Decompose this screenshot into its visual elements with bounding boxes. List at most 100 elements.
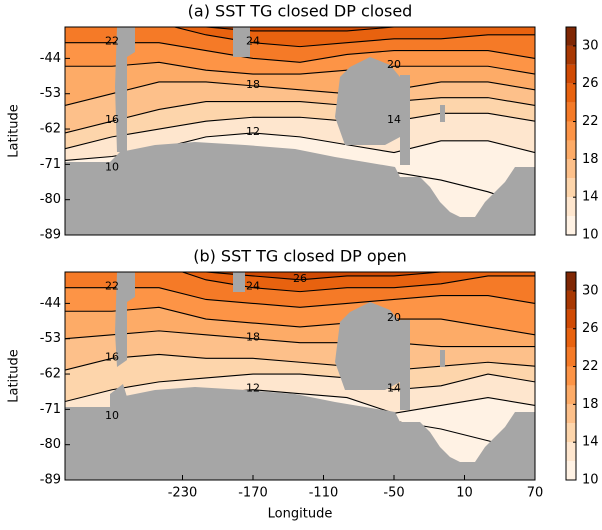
colorbar-frame <box>565 271 577 481</box>
contour-line <box>65 287 535 308</box>
colorbar-tick-label: 14 <box>582 435 599 450</box>
colorbar-band <box>566 272 576 291</box>
x-tick-label: -230 <box>168 486 198 501</box>
land-mask <box>440 350 445 367</box>
contour-label: 18 <box>246 331 260 344</box>
colorbar-band <box>566 121 576 141</box>
colorbar-band <box>566 83 576 103</box>
colorbar-tick-label: 22 <box>582 359 599 374</box>
y-tick-label: -89 <box>40 228 61 243</box>
contour-line <box>65 306 535 336</box>
colorbar-tick-label: 30 <box>582 38 599 53</box>
contour-label: 22 <box>105 280 119 293</box>
land-mask <box>115 27 135 152</box>
colorbar-band <box>566 385 576 405</box>
plot-frame <box>64 271 536 481</box>
x-tick-label: -170 <box>238 486 268 501</box>
land-mask <box>115 272 135 367</box>
colorbar-band <box>566 309 576 329</box>
y-tick-label: -53 <box>40 331 61 346</box>
y-tick-label: -62 <box>40 122 61 137</box>
contour-line <box>180 272 535 293</box>
land-mask <box>65 142 535 235</box>
contour-line <box>204 27 443 32</box>
colorbar-band <box>566 102 576 122</box>
contour-label: 16 <box>105 350 119 363</box>
colorbar-band <box>566 216 576 235</box>
colorbar-band <box>566 27 576 46</box>
y-tick-label: -89 <box>40 473 61 488</box>
contour-line <box>65 81 535 107</box>
colorbar-band <box>566 159 576 179</box>
colorbar-tick-label: 14 <box>582 190 599 205</box>
contour-label: 10 <box>105 160 119 173</box>
band-fill <box>206 272 441 280</box>
land-mask <box>400 75 410 165</box>
colorbar-tick-label: 26 <box>582 76 599 91</box>
colorbar-tick-label: 10 <box>582 228 599 243</box>
colorbar-tick-label: 22 <box>582 114 599 129</box>
y-tick-label: -44 <box>40 296 61 311</box>
plot-frame <box>64 26 536 236</box>
contour-label: 16 <box>105 113 119 126</box>
land-mask <box>440 105 445 122</box>
y-axis-label: Latitude <box>7 104 22 158</box>
land-mask <box>110 384 127 407</box>
contour-label: 10 <box>105 409 119 422</box>
x-tick-label: 70 <box>527 486 544 501</box>
y-axis-label: Latitude <box>7 349 22 403</box>
colorbar-band <box>566 45 576 65</box>
colorbar-tick-label: 26 <box>582 321 599 336</box>
y-tick-label: -80 <box>40 192 61 207</box>
panel-title: (a) SST TG closed DP closed <box>188 2 413 21</box>
y-tick-label: -71 <box>40 157 61 172</box>
contour-label: 20 <box>387 311 401 324</box>
land-mask <box>65 387 535 480</box>
land <box>65 27 535 235</box>
contour-label: 14 <box>387 382 401 395</box>
colorbar-band <box>566 64 576 84</box>
contour-label: 12 <box>246 382 260 395</box>
x-axis-label: Longitude <box>268 507 333 522</box>
land-mask <box>233 272 245 292</box>
land <box>65 272 535 480</box>
x-tick-label: 10 <box>456 486 473 501</box>
colorbar-band <box>566 140 576 160</box>
colorbar-tick-label: 18 <box>582 152 599 167</box>
y-tick-label: -80 <box>40 437 61 452</box>
contour-label: 20 <box>387 58 401 71</box>
land-mask <box>400 320 410 410</box>
colorbar-band <box>566 423 576 443</box>
panel-title: (b) SST TG closed DP open <box>193 247 407 266</box>
colorbar-frame <box>565 26 577 236</box>
contour-line <box>65 330 535 348</box>
contour-label: 18 <box>246 78 260 91</box>
contour-line <box>172 27 535 48</box>
colorbar-band <box>566 461 576 480</box>
colorbar-band <box>566 442 576 462</box>
contour-line <box>65 112 535 150</box>
contour-label: 12 <box>246 125 260 138</box>
contour-label: 24 <box>246 280 260 293</box>
colorbar-tick-label: 30 <box>582 283 599 298</box>
colorbar-tick-label: 18 <box>582 397 599 412</box>
contour-label: 24 <box>246 35 260 48</box>
contour-line <box>65 61 535 75</box>
y-tick-label: -71 <box>40 402 61 417</box>
plot-area <box>65 27 535 235</box>
colorbar-band <box>566 404 576 424</box>
band-fill <box>206 27 441 31</box>
land-mask <box>233 27 250 57</box>
contour-line <box>65 97 535 134</box>
band-fill <box>174 27 535 47</box>
y-tick-label: -44 <box>40 51 61 66</box>
x-tick-label: -50 <box>383 486 404 501</box>
y-tick-label: -62 <box>40 367 61 382</box>
x-tick-label: -110 <box>309 486 339 501</box>
contour-line <box>204 272 444 281</box>
y-tick-label: -53 <box>40 86 61 101</box>
contour-label: 14 <box>387 113 401 126</box>
land-mask <box>335 302 400 390</box>
colorbar-band <box>566 366 576 386</box>
